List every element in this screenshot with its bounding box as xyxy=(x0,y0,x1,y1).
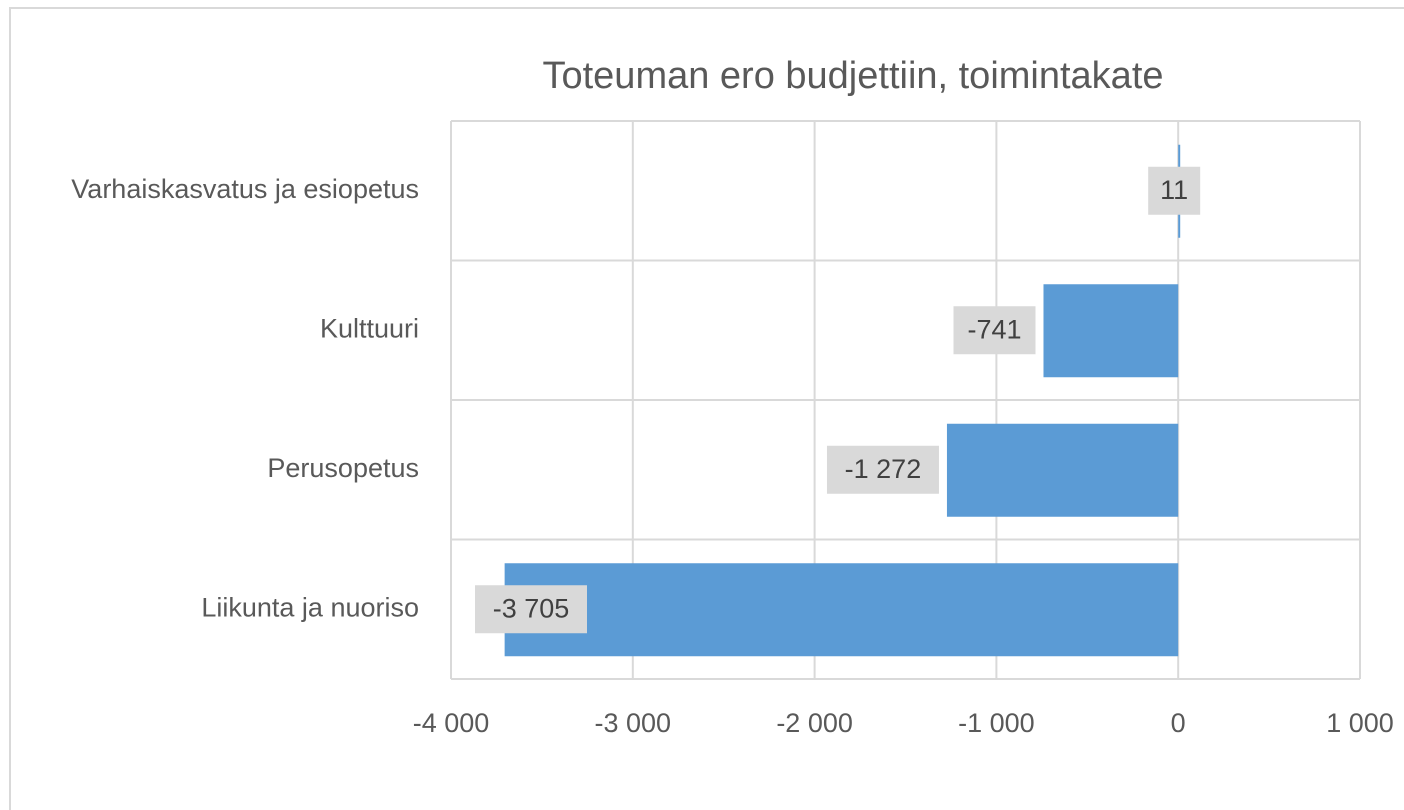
value-label: -1 272 xyxy=(845,454,922,484)
x-tick-label: -4 000 xyxy=(413,708,490,738)
x-tick-label: -3 000 xyxy=(595,708,672,738)
bar xyxy=(504,563,1179,657)
y-tick-label: Liikunta ja nuoriso xyxy=(201,592,419,622)
value-label-box xyxy=(475,585,587,634)
x-tick-label: 1 000 xyxy=(1326,708,1394,738)
value-label: -741 xyxy=(967,314,1021,344)
y-tick-label: Kulttuuri xyxy=(320,313,419,343)
x-tick-label: 0 xyxy=(1171,708,1186,738)
y-tick-label: Perusopetus xyxy=(267,453,419,483)
value-label: 11 xyxy=(1160,175,1188,205)
chart-frame xyxy=(9,7,1404,810)
x-tick-label: -2 000 xyxy=(776,708,853,738)
value-label-box xyxy=(1148,166,1201,215)
value-label: -3 705 xyxy=(493,593,570,623)
x-tick-label: -1 000 xyxy=(958,708,1035,738)
chart-title: Toteuman ero budjettiin, toimintakate xyxy=(542,55,1163,97)
bar xyxy=(946,423,1179,517)
value-label-box xyxy=(953,306,1036,355)
value-label-box xyxy=(826,445,939,494)
y-tick-label: Varhaiskasvatus ja esiopetus xyxy=(71,174,419,204)
bar xyxy=(1043,284,1179,378)
